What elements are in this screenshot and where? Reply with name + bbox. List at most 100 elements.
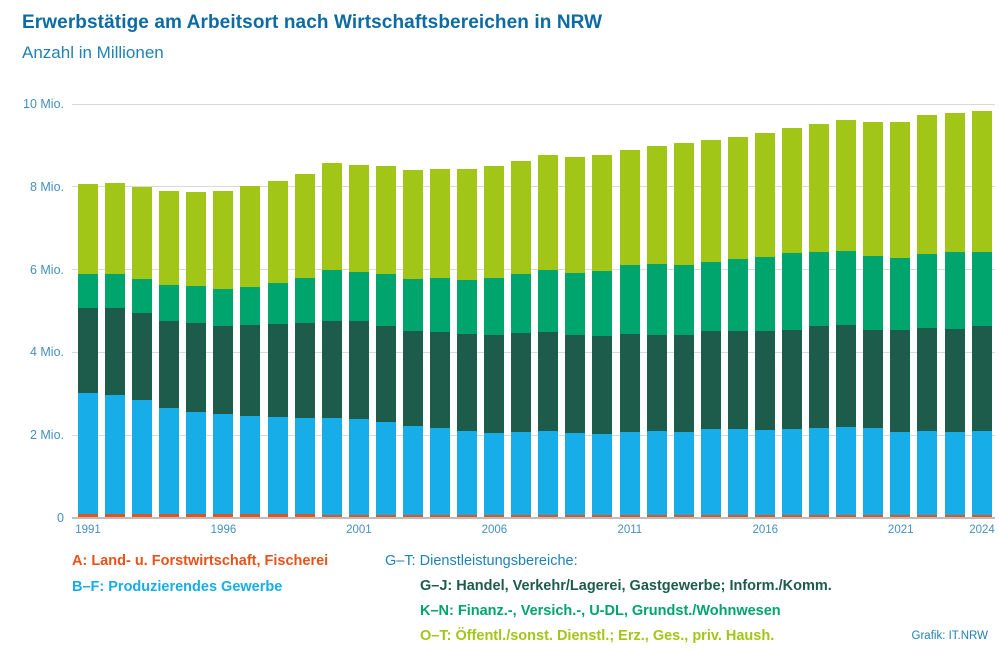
bar-segment-kn-1995 xyxy=(186,286,207,323)
x-axis-label-2024: 2024 xyxy=(969,524,995,536)
bar-segment-bf-2013 xyxy=(673,431,694,516)
bar-segment-kn-2020 xyxy=(863,255,884,330)
bar-segment-a-1991 xyxy=(78,513,98,518)
bar-segment-a-2016 xyxy=(754,515,775,518)
bar-1998 xyxy=(267,181,288,518)
y-axis-label: 6 Mio. xyxy=(29,262,64,277)
legend-left-column: A: Land- u. Forstwirtschaft, Fischerei B… xyxy=(72,548,328,600)
bar-segment-gj-2020 xyxy=(863,329,884,428)
bar-segment-a-2022 xyxy=(917,515,938,518)
bar-segment-gj-2016 xyxy=(754,330,775,431)
bar-segment-a-1997 xyxy=(240,514,261,518)
bar-segment-ot-2006 xyxy=(484,165,505,279)
bar-segment-ot-2014 xyxy=(700,140,721,262)
bar-1994 xyxy=(159,190,180,518)
bar-segment-kn-2005 xyxy=(457,279,478,335)
bar-segment-bf-1998 xyxy=(267,417,288,515)
x-axis-label-2001: 2001 xyxy=(346,524,372,536)
bar-segment-bf-2020 xyxy=(863,427,884,516)
bar-segment-kn-2012 xyxy=(646,264,667,336)
bar-segment-ot-2001 xyxy=(348,164,369,272)
bar-segment-gj-2011 xyxy=(619,334,640,433)
bar-segment-ot-2018 xyxy=(809,124,830,252)
bar-segment-ot-2023 xyxy=(944,113,965,253)
bar-1995 xyxy=(186,191,207,518)
bar-segment-kn-2001 xyxy=(348,271,369,322)
bar-segment-gj-1994 xyxy=(159,321,180,408)
bar-2008 xyxy=(538,155,559,518)
bar-segment-gj-2015 xyxy=(727,331,748,430)
bar-segment-kn-2016 xyxy=(754,256,775,331)
bar-segment-kn-2022 xyxy=(917,253,938,329)
bar-segment-kn-2013 xyxy=(673,265,694,335)
bar-segment-gj-2022 xyxy=(917,328,938,432)
bar-segment-kn-1997 xyxy=(240,287,261,325)
bar-segment-gj-2006 xyxy=(484,335,505,433)
bar-1993 xyxy=(132,186,153,518)
bar-2017 xyxy=(782,128,803,518)
bar-segment-gj-2010 xyxy=(592,335,613,435)
bar-2003 xyxy=(402,169,423,518)
gridline-8-mio xyxy=(72,186,995,188)
bar-segment-kn-1993 xyxy=(132,278,153,314)
bar-segment-bf-2004 xyxy=(430,427,451,515)
bar-segment-gj-1995 xyxy=(186,322,207,413)
bar-segment-ot-1998 xyxy=(267,181,288,283)
bar-segment-kn-2002 xyxy=(375,274,396,326)
bar-segment-gj-2005 xyxy=(457,334,478,431)
y-axis-label: 8 Mio. xyxy=(29,179,64,194)
bar-segment-gj-1993 xyxy=(132,313,153,401)
bar-2016 xyxy=(754,132,775,518)
legend-header-sector-gt: G–T: Dienstleistungsbereiche: xyxy=(385,553,578,569)
bar-segment-gj-2019 xyxy=(836,324,857,428)
x-axis-label-2016: 2016 xyxy=(752,524,779,536)
bar-segment-ot-2012 xyxy=(646,145,667,265)
bar-2002 xyxy=(375,166,396,518)
bar-segment-a-1995 xyxy=(186,513,207,518)
bar-segment-a-2013 xyxy=(673,515,694,518)
legend-item-sector-kn: K–N: Finanz.-, Versich.-, U-DL, Grundst.… xyxy=(420,603,781,619)
bar-segment-ot-1994 xyxy=(159,190,180,285)
bar-segment-kn-1999 xyxy=(294,277,315,324)
bar-segment-ot-2002 xyxy=(375,166,396,275)
bar-2009 xyxy=(565,157,586,518)
bar-segment-bf-1991 xyxy=(78,392,98,514)
bar-segment-gj-2008 xyxy=(538,332,559,432)
bar-segment-bf-1994 xyxy=(159,407,180,514)
bar-segment-ot-2011 xyxy=(619,150,640,266)
bar-2005 xyxy=(457,169,478,518)
bar-segment-ot-2016 xyxy=(754,132,775,257)
bar-segment-gj-2014 xyxy=(700,331,721,430)
bar-segment-ot-2010 xyxy=(592,155,613,271)
bar-segment-bf-2007 xyxy=(511,432,532,516)
bar-segment-kn-2007 xyxy=(511,274,532,333)
bar-segment-ot-1996 xyxy=(213,191,234,289)
y-axis-label: 0 xyxy=(57,511,64,525)
x-axis-label-2011: 2011 xyxy=(617,524,643,536)
bar-segment-bf-1992 xyxy=(105,394,126,514)
chart-title: Erwerbstätige am Arbeitsort nach Wirtsch… xyxy=(22,12,603,33)
bar-segment-a-2014 xyxy=(700,515,721,518)
bar-segment-ot-2008 xyxy=(538,155,559,271)
bar-2011 xyxy=(619,150,640,518)
bar-segment-kn-1996 xyxy=(213,288,234,326)
bar-segment-gj-1997 xyxy=(240,324,261,416)
bar-segment-a-2017 xyxy=(782,515,803,518)
bar-segment-a-2010 xyxy=(592,515,613,518)
bar-segment-ot-1995 xyxy=(186,191,207,287)
bar-segment-a-1994 xyxy=(159,513,180,518)
bar-segment-gj-2023 xyxy=(944,329,965,433)
bar-segment-bf-1999 xyxy=(294,417,315,515)
bar-segment-bf-2014 xyxy=(700,429,721,516)
bar-2015 xyxy=(727,137,748,518)
chart-subtitle: Anzahl in Millionen xyxy=(22,43,164,62)
bar-segment-a-2006 xyxy=(484,515,505,518)
legend-right-column: G–T: Dienstleistungsbereiche: G–J: Hande… xyxy=(385,548,832,649)
bar-segment-bf-1997 xyxy=(240,415,261,515)
bar-segment-gj-1991 xyxy=(78,307,98,393)
bar-segment-bf-2017 xyxy=(782,429,803,516)
bar-segment-bf-2016 xyxy=(754,430,775,516)
bar-segment-ot-2013 xyxy=(673,143,694,266)
source-credit: Grafik: IT.NRW xyxy=(911,630,988,642)
bar-segment-kn-2009 xyxy=(565,272,586,336)
